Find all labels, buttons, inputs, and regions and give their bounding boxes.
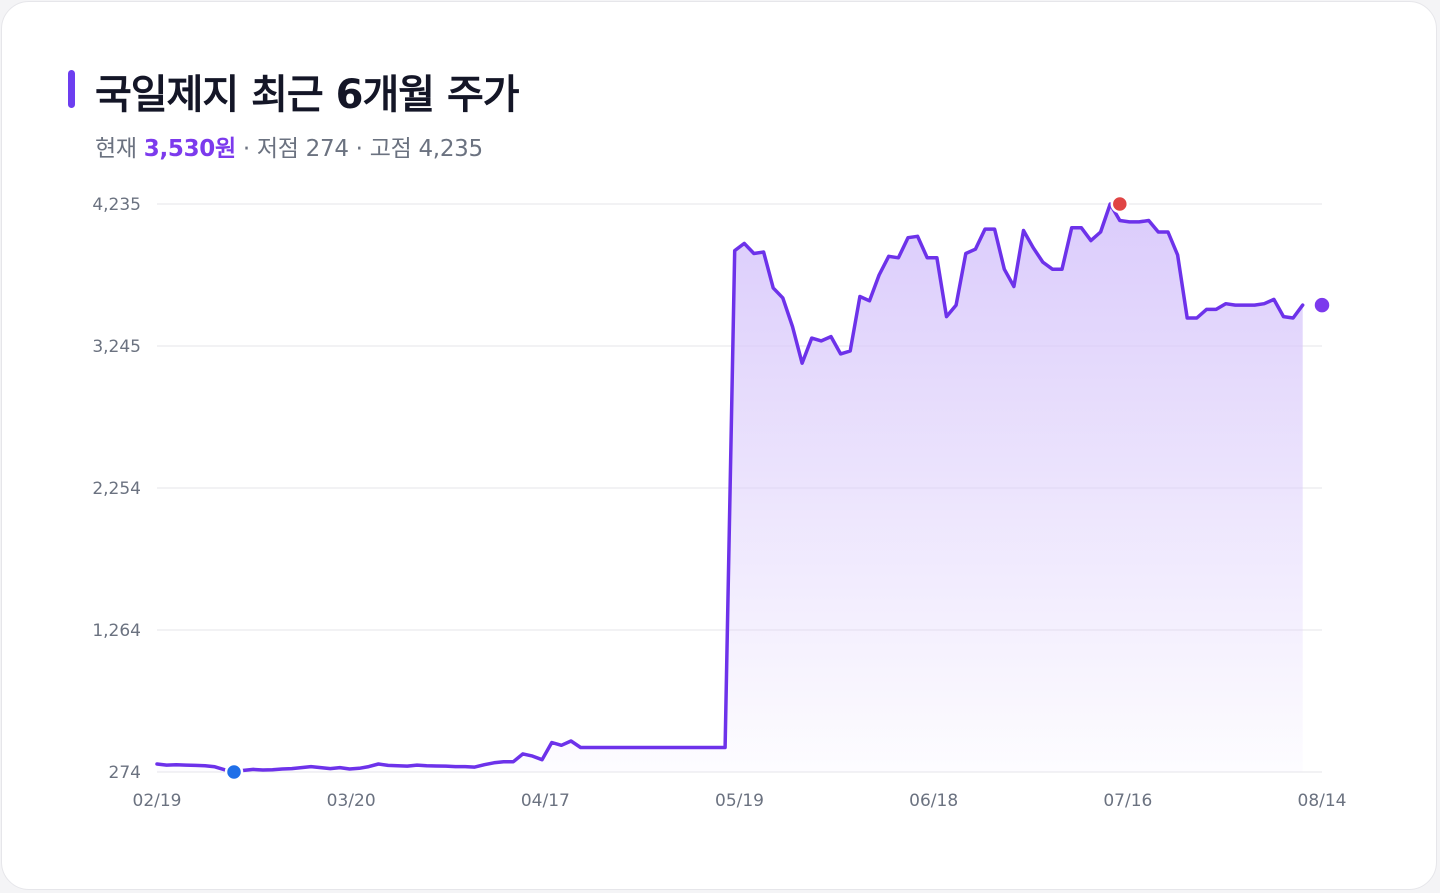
current-label: 현재	[95, 136, 137, 162]
x-tick-label: 05/19	[715, 791, 764, 811]
low-label: 저점	[256, 136, 299, 162]
y-tick-label: 274	[109, 763, 141, 783]
x-tick-label: 06/18	[909, 791, 958, 811]
x-tick-label: 08/14	[1298, 791, 1347, 811]
high-price: 4,235	[418, 136, 483, 162]
price-area	[157, 204, 1303, 772]
x-tick-label: 07/16	[1103, 791, 1152, 811]
current-price: 3,530원	[143, 136, 236, 162]
current-point-marker	[1312, 295, 1332, 315]
low-point-marker	[224, 762, 244, 782]
y-tick-label: 1,264	[92, 621, 141, 641]
price-summary: 현재 3,530원 · 저점 274 · 고점 4,235	[95, 129, 483, 163]
title-accent-bar	[68, 70, 75, 108]
high-point-marker	[1110, 194, 1130, 214]
x-tick-label: 02/19	[133, 791, 182, 811]
separator: ·	[348, 136, 370, 162]
x-tick-label: 04/17	[521, 791, 570, 811]
low-price: 274	[305, 136, 349, 162]
y-tick-label: 3,245	[92, 337, 141, 357]
y-tick-label: 2,254	[92, 479, 141, 499]
chart-title: 국일제지 최근 6개월 주가	[95, 72, 520, 118]
high-label: 고점	[369, 136, 412, 162]
separator: ·	[235, 136, 257, 162]
x-tick-label: 03/20	[327, 791, 376, 811]
y-tick-label: 4,235	[92, 195, 141, 215]
